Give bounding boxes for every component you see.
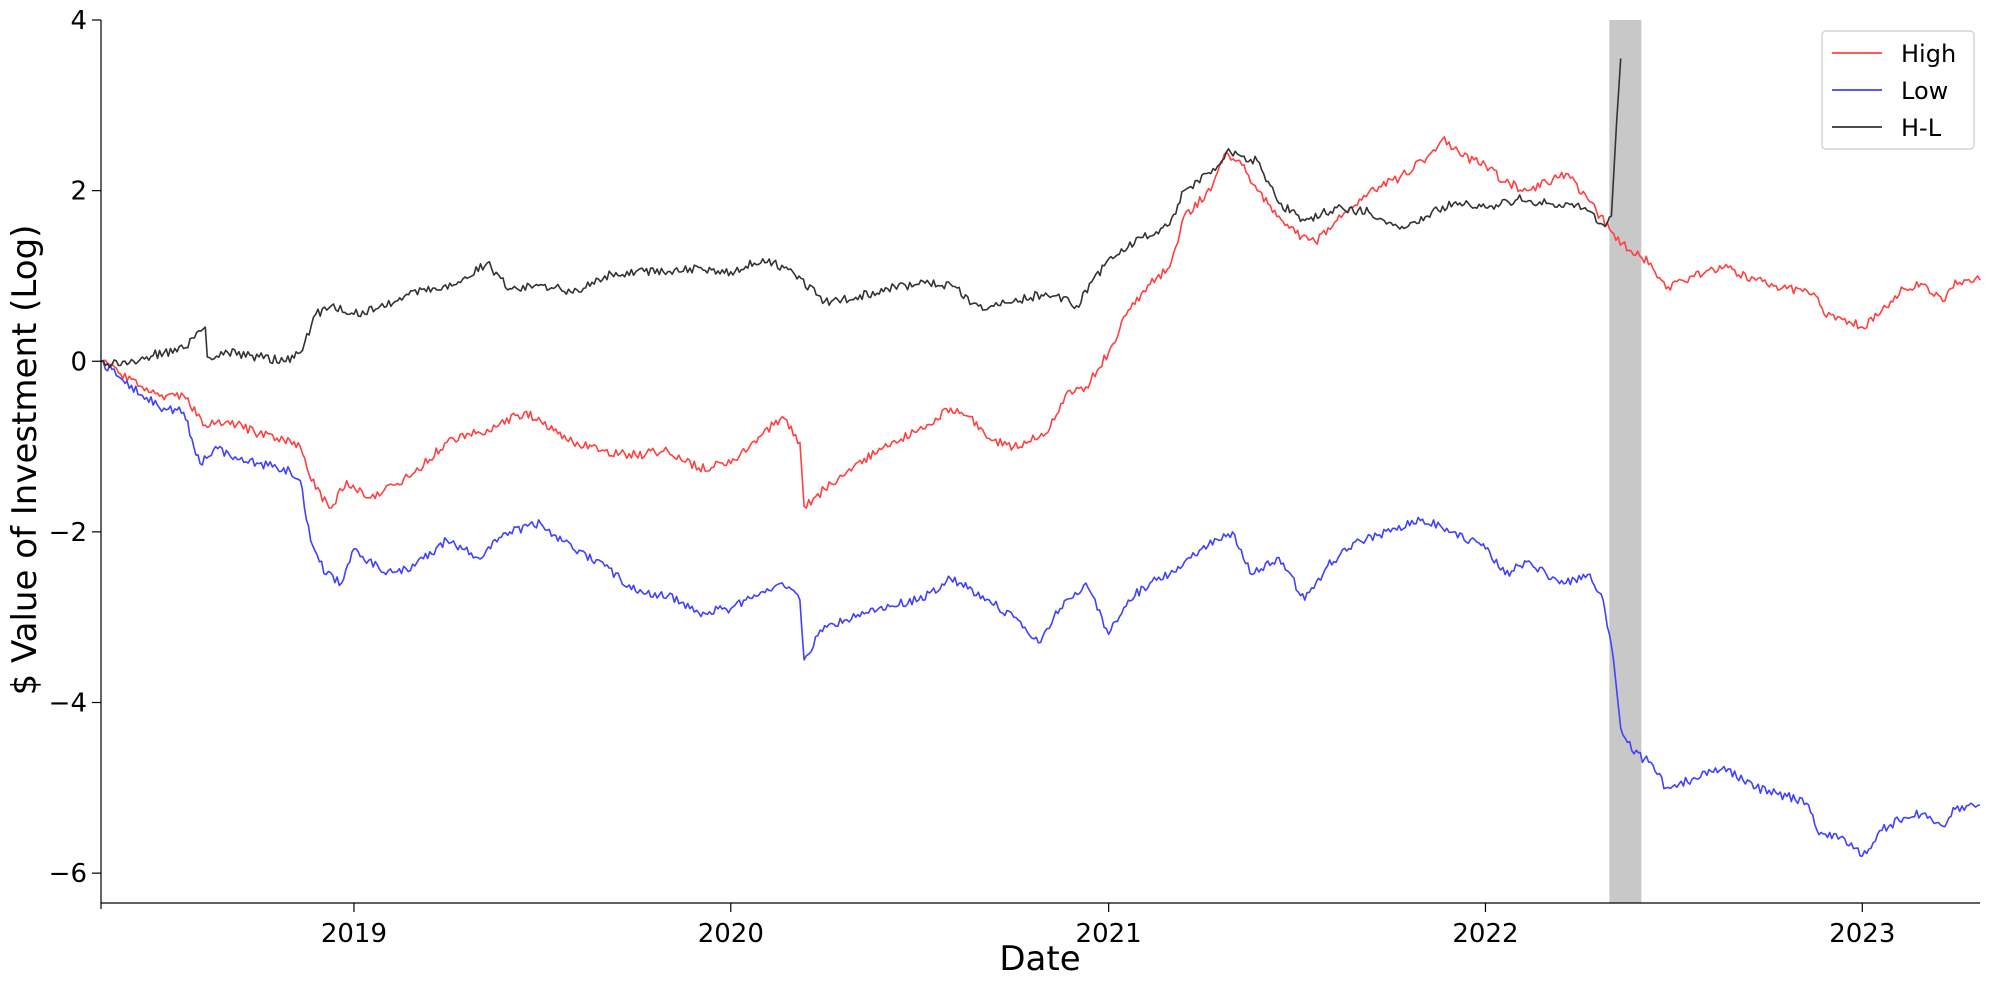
y-tick-label: −4 <box>49 689 87 719</box>
x-axis-label: Date <box>999 939 1080 979</box>
y-axis-label: $ Value of Investment (Log) <box>5 225 45 696</box>
legend-label-h-l: H-L <box>1901 114 1942 142</box>
y-tick-label: 4 <box>70 6 87 36</box>
series-line-high <box>100 136 1981 509</box>
x-tick-label: 2021 <box>1076 919 1142 949</box>
legend: High Low H-L <box>1821 30 1975 150</box>
y-tick-label: −6 <box>49 859 87 889</box>
x-tick-label: 2020 <box>698 919 764 949</box>
plot-lines <box>100 58 1981 857</box>
series-line-h-l <box>100 58 1622 369</box>
x-tick-label: 2019 <box>321 919 387 949</box>
y-ticks: 4 2 0 −2 −4 −6 <box>49 6 101 889</box>
legend-box <box>1821 30 1975 150</box>
legend-label-high: High <box>1901 40 1956 68</box>
legend-label-low: Low <box>1901 77 1948 105</box>
y-tick-label: 0 <box>70 347 87 377</box>
x-tick-label: 2023 <box>1829 919 1895 949</box>
series-line-low <box>100 360 1981 857</box>
x-tick-label: 2022 <box>1452 919 1518 949</box>
y-tick-label: 2 <box>70 177 87 207</box>
x-ticks: 2019 2020 2021 2022 2023 <box>100 903 1895 949</box>
y-tick-label: −2 <box>49 518 87 548</box>
